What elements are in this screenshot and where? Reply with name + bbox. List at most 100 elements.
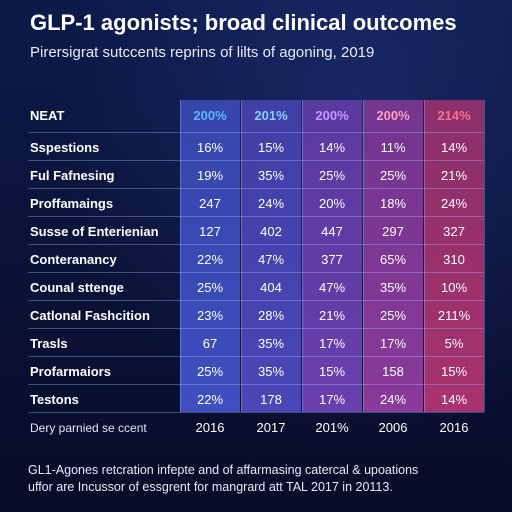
table-cell: 15% [318, 364, 346, 379]
table-cell: 5% [444, 336, 464, 351]
footnote-line-2: uffor are Incussor of essgrent for mangr… [28, 480, 393, 494]
row-label: Counal sttenge [30, 280, 124, 295]
table-cell: 67 [202, 336, 218, 351]
table-cell: 35% [257, 336, 285, 351]
row-divider [28, 272, 484, 273]
table-cell: 22% [196, 392, 224, 407]
column-divider [180, 100, 181, 412]
row-divider [28, 300, 484, 301]
chart-subtitle: Pirersigrat sutccents reprins of lilts o… [30, 44, 375, 61]
table-cell: 127 [199, 224, 221, 239]
chart-title: GLP-1 agonists; broad clinical outcomes [30, 10, 457, 35]
table-cell: 16% [196, 140, 224, 155]
table-cell: 35% [257, 168, 285, 183]
table-cell: 211% [437, 308, 471, 323]
data-table: NEAT 200% 201% 200% 200% 214% Sspestions 16% 15%… [28, 100, 485, 435]
column-band [302, 100, 362, 412]
row-divider [28, 328, 484, 329]
table-cell: 18% [379, 196, 407, 211]
table-cell: 21% [318, 308, 346, 323]
footer-year: 2006 [378, 420, 408, 435]
row-divider [28, 412, 484, 413]
column-header: 214% [437, 108, 471, 123]
table-cell: 25% [379, 168, 407, 183]
row-divider [28, 216, 484, 217]
footer-year: 2017 [256, 420, 286, 435]
column-band [424, 100, 484, 412]
column-header: 200% [376, 108, 410, 123]
row-label: Profarmaiors [30, 364, 111, 379]
table-cell: 11% [380, 140, 406, 155]
row-label: Catlonal Fashcition [30, 308, 150, 323]
table-cell: 310 [443, 252, 465, 267]
table-cell: 178 [260, 392, 282, 407]
table-cell: 21% [440, 168, 468, 183]
row-label: Trasls [30, 336, 68, 351]
table-cell: 17% [318, 392, 346, 407]
row-divider [28, 160, 484, 161]
column-band [241, 100, 301, 412]
table-cell: 25% [379, 308, 407, 323]
table-cell: 447 [321, 224, 343, 239]
table-cell: 14% [440, 140, 468, 155]
table-cell: 14% [440, 392, 468, 407]
footer-year: 2016 [195, 420, 225, 435]
header-divider [28, 132, 484, 133]
column-band [180, 100, 240, 412]
table-cell: 23% [196, 308, 224, 323]
table-cell: 35% [379, 280, 407, 295]
table-cell: 28% [257, 308, 285, 323]
table-cell: 14% [318, 140, 346, 155]
table-cell: 17% [379, 336, 407, 351]
table-cell: 297 [382, 224, 404, 239]
column-header: 201% [254, 108, 288, 123]
column-divider [424, 100, 425, 412]
row-label: Susse of Enterienian [30, 224, 159, 239]
table-cell: 65% [379, 252, 407, 267]
column-divider [302, 100, 303, 412]
table-cell: 22% [196, 252, 224, 267]
row-divider [28, 188, 484, 189]
row-label: Proffamaings [30, 196, 114, 211]
table-cell: 15% [440, 364, 468, 379]
column-header: 200% [315, 108, 349, 123]
table-cell: 24% [257, 196, 285, 211]
table-cell: 25% [196, 364, 224, 379]
table-cell: 20% [318, 196, 346, 211]
table-cell: 158 [382, 364, 404, 379]
table-cell: 24% [379, 392, 407, 407]
footer-year: 2016 [439, 420, 469, 435]
table-cell: 10% [440, 280, 468, 295]
table-cell: 15% [257, 140, 285, 155]
table-cell: 17% [318, 336, 346, 351]
table-cell: 47% [257, 252, 285, 267]
footer-year: 201% [315, 420, 349, 435]
footer-label: Dery parnied se ccent [30, 421, 147, 435]
table-cell: 47% [318, 280, 346, 295]
footnote: GL1-Agones retcration infepte and of aff… [28, 462, 498, 496]
footnote-line-1: GL1-Agones retcration infepte and of aff… [28, 463, 419, 477]
table-cell: 24% [440, 196, 468, 211]
row-divider [28, 356, 484, 357]
row-divider [28, 384, 484, 385]
table-cell: 402 [260, 224, 282, 239]
row-label: Testons [30, 392, 79, 407]
row-divider [28, 244, 484, 245]
table-cell: 404 [260, 280, 282, 295]
column-band [363, 100, 423, 412]
table-cell: 377 [321, 252, 343, 267]
corner-label: NEAT [30, 108, 65, 123]
row-label: Ful Fafnesing [30, 168, 115, 183]
row-label: Sspestions [30, 140, 100, 155]
column-divider [363, 100, 364, 412]
row-label: Conteranancy [30, 252, 117, 267]
table-cell: 247 [199, 196, 221, 211]
table-cell: 35% [257, 364, 285, 379]
column-divider [241, 100, 242, 412]
column-divider [484, 100, 485, 412]
column-header: 200% [193, 108, 227, 123]
table-cell: 25% [196, 280, 224, 295]
table-cell: 327 [443, 224, 465, 239]
table-cell: 19% [196, 168, 224, 183]
table-cell: 25% [318, 168, 346, 183]
